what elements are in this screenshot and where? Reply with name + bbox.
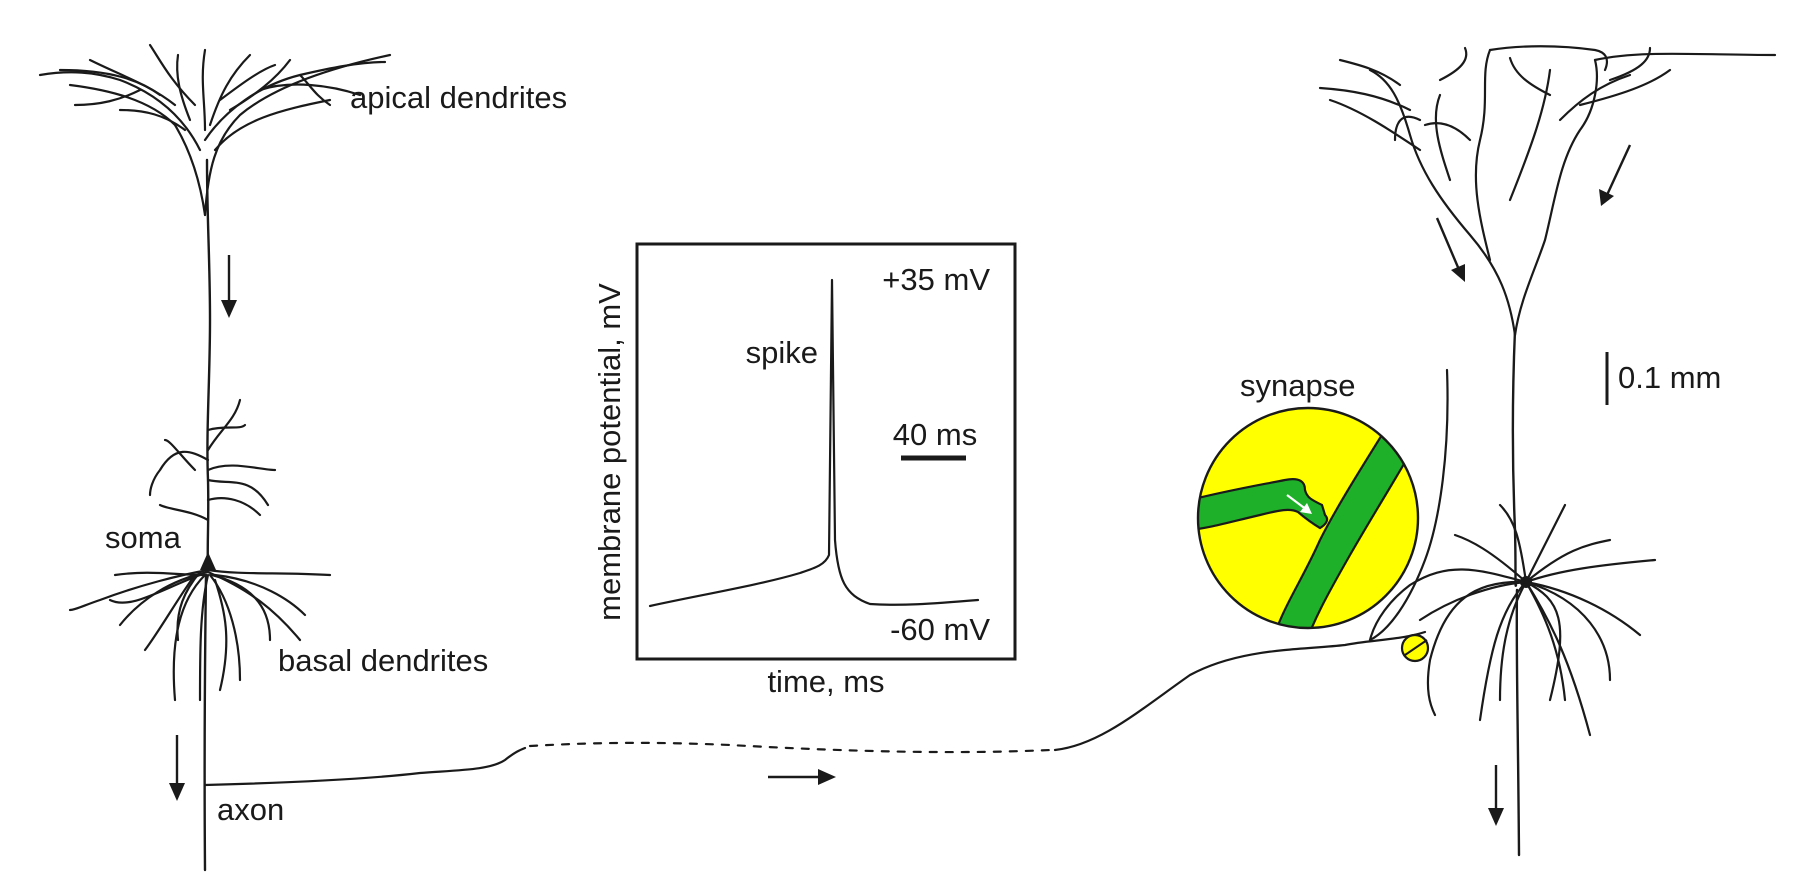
arrow-right-axon	[768, 769, 836, 785]
left-soma	[200, 552, 216, 570]
inset-xlabel: time, ms	[767, 664, 884, 699]
synapse-zoom-contents	[1198, 428, 1417, 628]
right-neuron	[1318, 45, 1777, 857]
left-basal-dendrites	[68, 568, 332, 702]
inset-ylabel: membrane potential, mV	[592, 283, 627, 621]
inset-frame	[635, 242, 1017, 661]
synapse-marker-line	[1404, 639, 1428, 656]
presynaptic-axon	[1198, 478, 1329, 532]
label-synapse: synapse	[1240, 368, 1355, 403]
arrow-down-axon	[169, 735, 185, 801]
right-apical-trunk	[1511, 328, 1518, 587]
postsynaptic-dendrite	[1268, 428, 1417, 628]
left-apical-tuft	[38, 43, 392, 217]
arrow-right-neuron-1	[1435, 217, 1465, 282]
axon-dashed-gap	[528, 741, 1052, 754]
arrow-down-apical	[221, 255, 237, 318]
axon-collateral	[203, 746, 527, 787]
label-apical-dendrites: apical dendrites	[350, 80, 567, 115]
left-axon-trunk	[203, 573, 208, 872]
left-oblique-dendrites	[148, 398, 277, 522]
label-basal-dendrites: basal dendrites	[278, 643, 488, 678]
synapse-arrow-head	[1300, 503, 1312, 514]
inset-top-value: +35 mV	[882, 262, 990, 297]
inset-bottom-value: -60 mV	[890, 612, 990, 647]
diagram-labels: apical dendrites soma basal dendrites ax…	[105, 80, 1721, 827]
right-apical-tuft	[1318, 45, 1777, 337]
arrow-down-right-axon	[1488, 765, 1504, 826]
right-basal-dendrites	[1368, 503, 1657, 737]
label-scale-bar: 0.1 mm	[1618, 360, 1721, 395]
left-apical-trunk	[205, 158, 212, 572]
left-neuron	[38, 43, 1427, 872]
spike-label: spike	[746, 335, 818, 370]
spike-trace	[648, 278, 980, 608]
arrow-right-neuron-2	[1599, 144, 1632, 206]
spike-inset: +35 mV -60 mV spike 40 ms time, ms membr…	[592, 242, 1017, 699]
synapse-zoom-border	[1196, 406, 1420, 630]
time-scale-label: 40 ms	[893, 417, 977, 452]
right-side-dendrite	[1368, 368, 1449, 642]
label-soma: soma	[105, 520, 182, 555]
signal-arrows	[169, 144, 1632, 826]
label-axon: axon	[217, 792, 284, 827]
right-axon-trunk	[1515, 588, 1521, 857]
synapse-zoom	[1196, 406, 1420, 630]
axon-terminal	[1053, 630, 1427, 752]
